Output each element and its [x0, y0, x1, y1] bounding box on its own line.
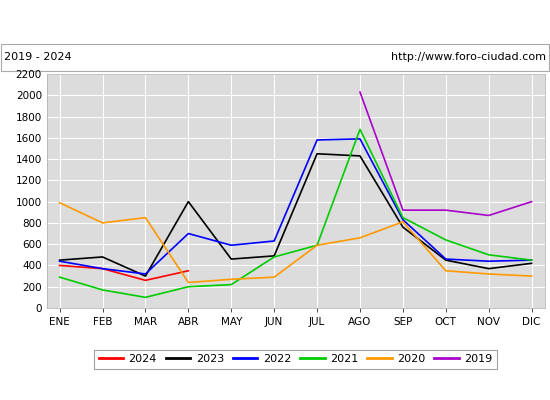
Legend: 2024, 2023, 2022, 2021, 2020, 2019: 2024, 2023, 2022, 2021, 2020, 2019 — [94, 350, 497, 369]
Text: http://www.foro-ciudad.com: http://www.foro-ciudad.com — [390, 52, 546, 62]
FancyBboxPatch shape — [1, 44, 549, 70]
Text: 2019 - 2024: 2019 - 2024 — [4, 52, 72, 62]
Text: Evolucion Nº Turistas Nacionales en el municipio de Pradoluengo: Evolucion Nº Turistas Nacionales en el m… — [20, 14, 530, 28]
